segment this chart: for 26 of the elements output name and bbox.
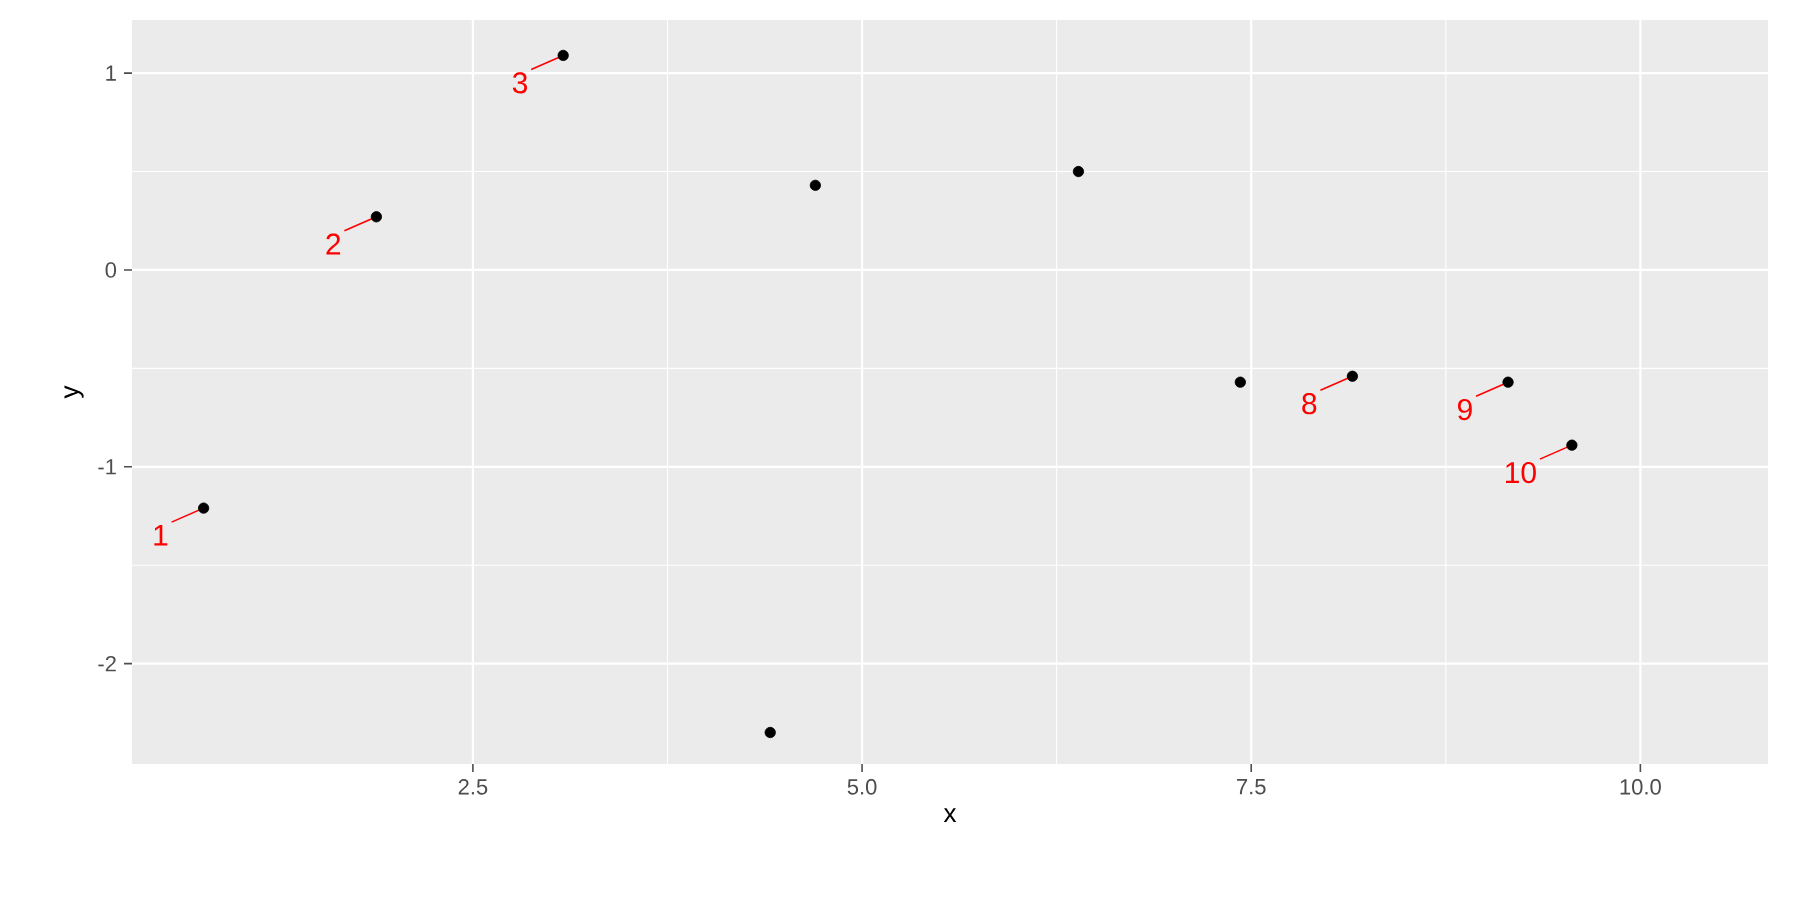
y-tick-label: -1: [98, 459, 116, 475]
y-tick-label: 0: [105, 262, 117, 278]
point: [764, 726, 776, 739]
annotation: 3: [512, 72, 528, 94]
x-tick-label: 10.0: [1620, 779, 1661, 795]
annotation: 8: [1302, 393, 1317, 415]
annotation: 10: [1506, 461, 1536, 484]
point: [1566, 439, 1578, 451]
x-tick-label: 7.5: [1237, 779, 1266, 795]
point: [1234, 376, 1246, 388]
point: [1346, 370, 1358, 382]
y-tick-label: 1: [106, 65, 116, 81]
annotation: 2: [326, 233, 341, 255]
point: [1072, 165, 1085, 178]
y-tick-label: -2: [98, 655, 116, 672]
point: [557, 49, 569, 62]
point: [1502, 376, 1514, 388]
x-tick-label: 5.0: [847, 779, 877, 795]
x-axis-title: x: [943, 808, 957, 823]
annotation: 9: [1457, 398, 1472, 421]
point: [370, 211, 382, 223]
annotation: 1: [154, 524, 168, 546]
point: [198, 502, 210, 514]
point: [809, 179, 821, 191]
x-tick-label: 2.5: [458, 779, 488, 795]
y-axis-title: y: [64, 385, 84, 399]
